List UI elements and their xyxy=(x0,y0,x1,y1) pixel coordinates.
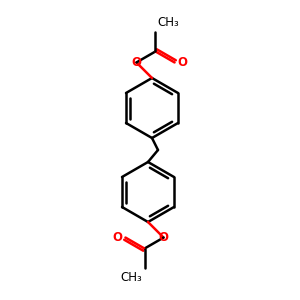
Text: O: O xyxy=(159,231,169,244)
Text: O: O xyxy=(178,56,188,69)
Text: O: O xyxy=(131,56,141,69)
Text: CH₃: CH₃ xyxy=(158,16,179,28)
Text: CH₃: CH₃ xyxy=(121,272,142,284)
Text: O: O xyxy=(112,231,122,244)
